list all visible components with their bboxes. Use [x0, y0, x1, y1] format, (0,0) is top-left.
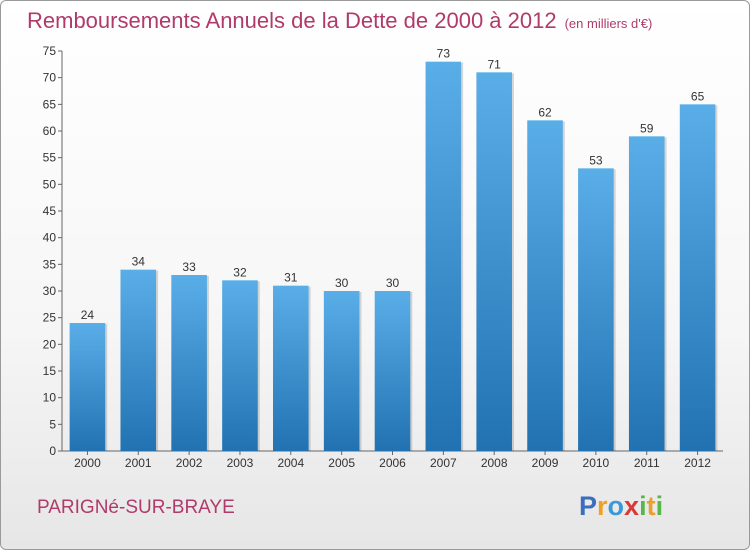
- bar-value-label: 33: [182, 260, 196, 274]
- x-tick-label: 2011: [634, 456, 660, 470]
- bar: [374, 291, 411, 451]
- y-tick-label: 70: [43, 71, 57, 85]
- logo-letter: x: [624, 491, 640, 521]
- x-tick-label: 2001: [125, 456, 152, 470]
- y-tick-label: 10: [43, 391, 57, 405]
- x-tick-label: 2006: [379, 456, 406, 470]
- y-tick-label: 75: [43, 44, 57, 58]
- bar-value-label: 73: [437, 47, 451, 61]
- bar-value-label: 62: [538, 105, 552, 119]
- y-tick-label: 15: [43, 364, 57, 378]
- logo-letter: i: [639, 491, 647, 521]
- bar: [69, 323, 106, 451]
- x-tick-label: 2007: [430, 456, 457, 470]
- bar-value-label: 24: [81, 308, 95, 322]
- x-tick-label: 2002: [176, 456, 203, 470]
- bar: [476, 72, 512, 451]
- bar-value-label: 59: [640, 121, 654, 135]
- bar-value-label: 31: [284, 271, 298, 285]
- commune-name: PARIGNé-SUR-BRAYE: [37, 497, 235, 518]
- logo-letter: r: [597, 491, 608, 521]
- bar: [679, 104, 716, 451]
- y-tick-label: 45: [43, 204, 57, 218]
- bar: [171, 275, 207, 451]
- y-tick-label: 20: [43, 337, 57, 351]
- chart-title: Remboursements Annuels de la Dette de 20…: [27, 8, 652, 34]
- x-tick-label: 2008: [481, 456, 508, 470]
- x-tick-label: 2000: [74, 456, 101, 470]
- bar: [425, 61, 462, 452]
- logo-letter: i: [655, 491, 664, 521]
- bar: [628, 136, 665, 452]
- y-tick-label: 0: [49, 444, 56, 458]
- proxiti-logo: Proxiti: [579, 491, 663, 522]
- bar-value-label: 30: [386, 276, 400, 290]
- y-tick-label: 60: [43, 124, 57, 138]
- bar: [527, 120, 563, 451]
- y-tick-label: 65: [43, 97, 57, 111]
- bar: [323, 291, 360, 451]
- logo-letter: t: [646, 491, 656, 521]
- bar: [120, 269, 157, 451]
- chart-title-text: Remboursements Annuels de la Dette de 20…: [27, 8, 557, 33]
- bar: [222, 280, 258, 451]
- y-tick-label: 5: [49, 417, 56, 431]
- logo-letter: o: [607, 491, 625, 521]
- bar: [273, 285, 309, 451]
- x-tick-label: 2005: [328, 456, 355, 470]
- y-tick-label: 35: [43, 257, 57, 271]
- x-tick-label: 2009: [532, 456, 559, 470]
- x-tick-label: 2010: [583, 456, 610, 470]
- bar-value-label: 34: [132, 255, 146, 269]
- y-tick-label: 40: [43, 231, 57, 245]
- x-tick-label: 2003: [227, 456, 254, 470]
- axes: 0 5 10 15 20 25 30 35 40 45 50 55 60 65 70 75 2000 2001 20…: [43, 44, 723, 470]
- y-tick-label: 55: [43, 151, 57, 165]
- bars: 24 34 33 32 31 30 30 73 71 62 53 59 65: [69, 47, 718, 452]
- logo-letter: P: [579, 491, 598, 521]
- x-tick-label: 2004: [277, 456, 304, 470]
- bar-value-label: 53: [589, 153, 603, 167]
- bar-value-label: 32: [233, 265, 247, 279]
- y-tick-label: 25: [43, 311, 57, 325]
- bar: [578, 168, 614, 452]
- x-tick-label: 2012: [684, 456, 711, 470]
- chart-unit-label: (en milliers d'€): [564, 16, 653, 31]
- y-tick-label: 30: [43, 284, 57, 298]
- bar-value-label: 71: [488, 57, 502, 71]
- bar-value-label: 30: [335, 276, 349, 290]
- y-tick-label: 50: [43, 177, 57, 191]
- bar-value-label: 65: [691, 89, 705, 103]
